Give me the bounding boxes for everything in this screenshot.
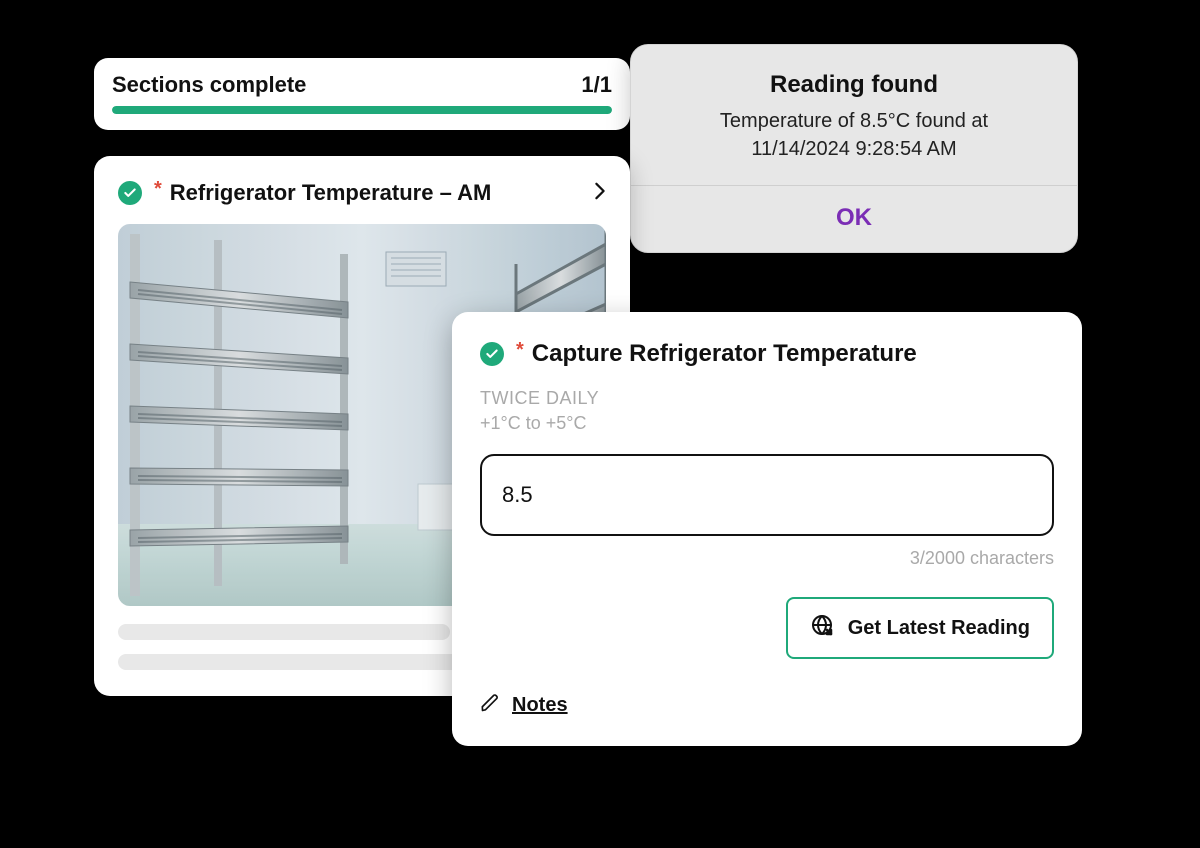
dialog-line1: Temperature of 8.5°C found at (720, 110, 988, 132)
capture-temperature-card: * Capture Refrigerator Temperature TWICE… (452, 312, 1082, 746)
reading-found-dialog: Reading found Temperature of 8.5°C found… (630, 44, 1078, 253)
detail-header: * Capture Refrigerator Temperature (480, 340, 1054, 368)
globe-icon (810, 613, 834, 643)
get-latest-reading-button[interactable]: Get Latest Reading (786, 597, 1054, 659)
detail-meta: TWICE DAILY +1°C to +5°C (480, 386, 1054, 436)
required-marker: * (516, 339, 524, 362)
section-header: * Refrigerator Temperature – AM (118, 180, 606, 206)
character-count: 3/2000 characters (480, 548, 1054, 569)
check-icon (480, 342, 504, 366)
frequency-label: TWICE DAILY (480, 386, 1054, 411)
progress-value: 1/1 (581, 72, 612, 98)
get-reading-row: Get Latest Reading (480, 597, 1054, 659)
detail-title: Capture Refrigerator Temperature (532, 340, 917, 368)
pencil-icon (480, 693, 500, 718)
progress-card: Sections complete 1/1 (94, 58, 630, 130)
check-icon (118, 181, 142, 205)
placeholder-line (118, 624, 450, 640)
dialog-line2: 11/14/2024 9:28:54 AM (751, 138, 956, 160)
progress-bar (112, 106, 612, 114)
dialog-title: Reading found (659, 71, 1049, 99)
dialog-body: Reading found Temperature of 8.5°C found… (631, 45, 1077, 186)
progress-bar-fill (112, 106, 612, 114)
temperature-input[interactable] (480, 454, 1054, 536)
placeholder-line (118, 654, 469, 670)
dialog-footer: OK (631, 186, 1077, 252)
section-title: Refrigerator Temperature – AM (170, 180, 584, 206)
notes-link[interactable]: Notes (512, 694, 568, 717)
progress-row: Sections complete 1/1 (112, 72, 612, 98)
range-label: +1°C to +5°C (480, 411, 1054, 436)
get-reading-label: Get Latest Reading (848, 617, 1030, 640)
dialog-text: Temperature of 8.5°C found at 11/14/2024… (659, 107, 1049, 163)
required-marker: * (154, 178, 162, 201)
chevron-right-icon (594, 182, 606, 205)
ok-button[interactable]: OK (836, 204, 872, 232)
progress-label: Sections complete (112, 72, 306, 98)
notes-row[interactable]: Notes (480, 693, 1054, 718)
